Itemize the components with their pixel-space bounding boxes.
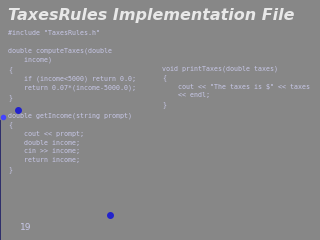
Text: 19: 19 — [20, 223, 31, 232]
Text: void printTaxes(double taxes)
{
    cout << "The taxes is $" << taxes
    << end: void printTaxes(double taxes) { cout << … — [162, 65, 310, 108]
Text: TaxesRules Implementation File: TaxesRules Implementation File — [8, 8, 294, 23]
Text: #include "TaxesRules.h"

double computeTaxes(double
    income)
{
    if (income: #include "TaxesRules.h" double computeTa… — [8, 30, 136, 173]
